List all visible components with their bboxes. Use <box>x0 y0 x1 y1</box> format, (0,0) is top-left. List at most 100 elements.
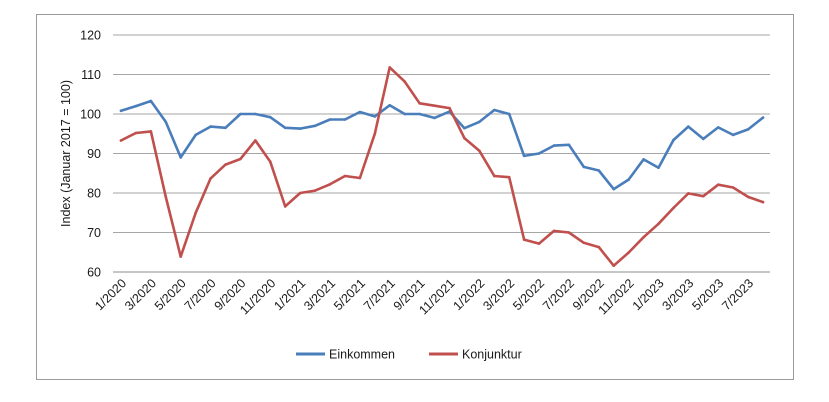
data-point-konjunktur <box>343 174 347 178</box>
data-point-konjunktur <box>433 104 436 107</box>
data-point-konjunktur <box>403 80 407 83</box>
y-axis-ticks: 60 70 80 90 100 110 120 <box>80 29 101 280</box>
data-point-konjunktur <box>313 189 317 192</box>
data-point-konjunktur <box>164 195 168 199</box>
series-lines <box>119 66 765 268</box>
data-point-konjunktur <box>507 175 511 179</box>
data-point-konjunktur <box>746 195 750 199</box>
data-point-einkommen <box>672 138 675 142</box>
data-point-einkommen <box>194 133 197 137</box>
data-point-konjunktur <box>388 66 392 69</box>
data-point-einkommen <box>746 128 750 131</box>
data-point-konjunktur <box>552 229 556 233</box>
data-point-einkommen <box>388 104 392 107</box>
data-point-konjunktur <box>597 245 601 249</box>
data-point-einkommen <box>373 115 377 118</box>
y-tick-label: 70 <box>87 226 101 240</box>
x-tick-label: 7/2020 <box>182 276 219 313</box>
data-point-konjunktur <box>537 242 541 245</box>
gridlines <box>113 34 770 273</box>
data-point-einkommen <box>119 109 123 113</box>
data-point-konjunktur <box>254 139 257 142</box>
data-point-konjunktur <box>702 194 705 198</box>
data-point-einkommen <box>522 154 526 158</box>
data-point-einkommen <box>627 178 630 181</box>
x-tick-label: 1/2022 <box>451 276 488 313</box>
legend: Einkommen Konjunktur <box>296 348 522 362</box>
data-point-konjunktur <box>283 205 287 208</box>
data-point-konjunktur <box>149 130 153 133</box>
data-point-einkommen <box>657 166 660 169</box>
data-point-einkommen <box>209 125 212 128</box>
chart-frame <box>36 14 794 380</box>
y-tick-label: 60 <box>87 266 101 280</box>
data-point-konjunktur <box>478 149 481 152</box>
data-point-konjunktur <box>672 206 675 210</box>
legend-label-einkommen: Einkommen <box>329 348 395 362</box>
data-point-konjunktur <box>448 106 451 110</box>
x-tick-label: 1/2021 <box>271 276 308 313</box>
x-tick-label: 3/2022 <box>480 276 517 313</box>
y-tick-label: 90 <box>87 147 101 161</box>
data-point-einkommen <box>239 112 242 116</box>
data-point-konjunktur <box>418 102 421 105</box>
y-tick-label: 80 <box>87 187 101 201</box>
data-point-konjunktur <box>239 157 242 161</box>
data-point-einkommen <box>582 165 586 169</box>
data-point-konjunktur <box>567 231 571 234</box>
data-point-einkommen <box>283 126 287 130</box>
data-point-konjunktur <box>373 132 377 136</box>
data-point-einkommen <box>687 125 690 128</box>
data-point-einkommen <box>298 127 302 130</box>
x-tick-label: 3/2020 <box>122 276 159 313</box>
data-point-einkommen <box>537 152 541 155</box>
data-point-einkommen <box>403 112 407 116</box>
data-point-konjunktur <box>209 177 212 180</box>
data-point-konjunktur <box>761 200 765 204</box>
data-point-einkommen <box>149 99 153 103</box>
x-tick-label: 1/2023 <box>630 276 667 313</box>
data-point-konjunktur <box>582 241 586 245</box>
series-line-konjunktur <box>119 66 765 268</box>
data-point-konjunktur <box>522 238 526 241</box>
data-point-einkommen <box>328 118 332 121</box>
data-point-einkommen <box>597 169 601 172</box>
data-point-konjunktur <box>612 264 615 268</box>
data-point-einkommen <box>269 115 272 119</box>
data-point-einkommen <box>731 133 735 137</box>
data-point-einkommen <box>224 126 227 130</box>
data-point-einkommen <box>418 112 421 116</box>
x-tick-label: 5/2022 <box>510 276 547 313</box>
data-point-einkommen <box>567 143 571 147</box>
data-point-einkommen <box>478 120 481 124</box>
x-tick-label: 5/2020 <box>152 276 189 313</box>
data-point-konjunktur <box>328 183 332 186</box>
data-point-konjunktur <box>358 176 362 180</box>
x-axis-ticks: 1/20203/20205/20207/20209/202011/20201/2… <box>92 276 756 317</box>
data-point-konjunktur <box>119 139 123 142</box>
data-point-einkommen <box>507 112 511 116</box>
data-point-einkommen <box>254 112 257 116</box>
x-tick-label: 1/2020 <box>92 276 129 313</box>
data-point-konjunktur <box>134 131 138 135</box>
y-tick-label: 110 <box>81 68 101 82</box>
data-point-einkommen <box>463 126 466 130</box>
x-tick-label: 7/2021 <box>361 276 398 313</box>
data-point-konjunktur <box>642 235 645 239</box>
x-tick-label: 5/2023 <box>689 276 726 313</box>
data-point-konjunktur <box>224 163 227 166</box>
legend-label-konjunktur: Konjunktur <box>462 348 522 362</box>
data-point-einkommen <box>552 144 556 147</box>
data-point-einkommen <box>134 104 138 108</box>
data-point-einkommen <box>716 126 720 129</box>
y-tick-label: 120 <box>80 29 101 43</box>
data-point-einkommen <box>343 118 347 121</box>
data-point-einkommen <box>642 158 645 161</box>
y-tick-label: 100 <box>80 108 101 122</box>
x-tick-label: 7/2022 <box>540 276 577 313</box>
data-point-einkommen <box>164 120 168 124</box>
x-tick-label: 3/2023 <box>660 276 697 313</box>
data-point-einkommen <box>313 124 317 128</box>
data-point-einkommen <box>433 116 436 120</box>
